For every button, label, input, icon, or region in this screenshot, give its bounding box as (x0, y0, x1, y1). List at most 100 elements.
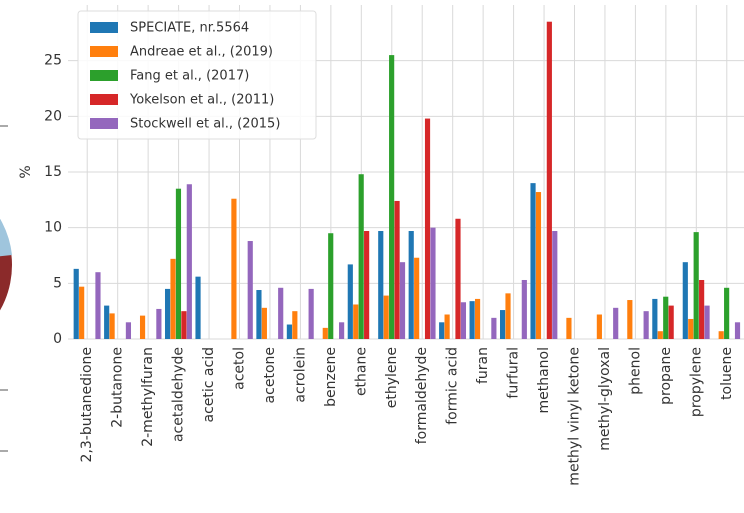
bar (718, 331, 724, 339)
bar (613, 307, 619, 339)
bar (439, 322, 445, 339)
bar (328, 233, 334, 339)
legend-label: Fang et al., (2017) (130, 69, 249, 84)
y-tick-label: 20 (44, 108, 62, 124)
legend-box (77, 10, 317, 140)
bar (164, 288, 171, 339)
bar (474, 298, 481, 339)
bar (455, 218, 461, 339)
bar (444, 314, 450, 339)
bar (109, 313, 115, 339)
bar (322, 327, 328, 339)
x-tick-label: furan (475, 347, 491, 384)
x-tick-label: acetol (232, 347, 248, 390)
bar (460, 302, 467, 339)
bar (186, 184, 192, 339)
x-tick-label: 2-butanone (110, 347, 126, 428)
bar (491, 317, 497, 339)
bar (499, 310, 506, 339)
bar (394, 200, 400, 339)
legend-swatch (90, 70, 118, 81)
legend-label: Andreae et al., (2019) (130, 45, 273, 60)
x-tick-label: propylene (688, 347, 704, 417)
bar (430, 227, 436, 339)
bar (347, 264, 353, 339)
x-tick-label: ethane (353, 347, 369, 396)
bar (170, 258, 176, 339)
bar (663, 296, 669, 339)
y-tick-label: 5 (53, 275, 62, 291)
bar (693, 232, 699, 339)
bar (156, 308, 162, 339)
bar (181, 311, 187, 339)
x-tick-label: formaldehyde (414, 347, 430, 444)
bar (261, 307, 267, 339)
bar (627, 300, 633, 339)
legend-swatch (90, 46, 118, 57)
x-tick-label: methyl-glyoxal (597, 347, 613, 451)
x-tick-label: propane (658, 347, 674, 405)
bar (308, 288, 314, 339)
x-tick-label: methyl vinyl ketone (567, 347, 583, 486)
bar (292, 311, 298, 339)
legend-swatch (90, 94, 118, 105)
bar (175, 188, 182, 339)
bar (353, 304, 359, 339)
x-tick-label: acetone (262, 347, 278, 403)
bar (364, 231, 370, 339)
x-tick-label: phenol (627, 347, 643, 395)
legend-swatch (90, 22, 118, 33)
x-tick-label: acetic acid (201, 347, 217, 422)
bar (358, 174, 364, 339)
bar (231, 198, 237, 339)
bar (79, 286, 85, 339)
bar (734, 322, 741, 339)
bar (95, 272, 101, 339)
y-tick-label: 25 (44, 53, 62, 69)
bar (566, 317, 572, 339)
bar (688, 318, 694, 339)
legend-label: SPECIATE, nr.5564 (130, 21, 249, 36)
y-axis-label: % (18, 165, 34, 178)
bar (399, 262, 406, 339)
bar (139, 315, 146, 339)
bar (195, 276, 201, 339)
bar (724, 287, 730, 339)
bar (521, 279, 527, 339)
legend-label: Stockwell et al., (2015) (130, 117, 280, 132)
bar (699, 279, 705, 339)
x-tick-label: 2-methylfuran (140, 347, 156, 447)
bar (643, 311, 649, 339)
bar (668, 305, 674, 339)
bar (704, 305, 710, 339)
x-tick-label: acetaldehyde (171, 347, 187, 442)
x-tick-label: acrolein (292, 347, 308, 403)
bar (546, 21, 552, 339)
x-tick-label: furfural (506, 347, 522, 399)
x-tick-label: toluene (719, 347, 735, 400)
bar (657, 331, 663, 339)
bar (125, 322, 132, 339)
bar (104, 305, 110, 339)
bar (278, 287, 284, 339)
x-tick-label: ethylene (384, 347, 400, 408)
y-tick-label: 10 (44, 220, 62, 236)
neighbor-figure (0, 218, 12, 257)
bar (505, 293, 511, 339)
bar (247, 241, 253, 339)
legend-label: Yokelson et al., (2011) (129, 93, 274, 108)
bar (256, 290, 262, 339)
bar (535, 192, 542, 339)
x-tick-label: methanol (536, 347, 552, 414)
neighbor-figure (0, 219, 12, 311)
bar (389, 55, 395, 339)
legend-swatch (90, 118, 118, 129)
x-tick-label: 2,3-butanedione (79, 347, 95, 462)
x-tick-label: formic acid (445, 347, 461, 425)
y-tick-label: 0 (53, 331, 62, 347)
bar (424, 118, 431, 339)
bar (469, 301, 475, 339)
bar (378, 231, 384, 339)
bar (408, 231, 414, 339)
